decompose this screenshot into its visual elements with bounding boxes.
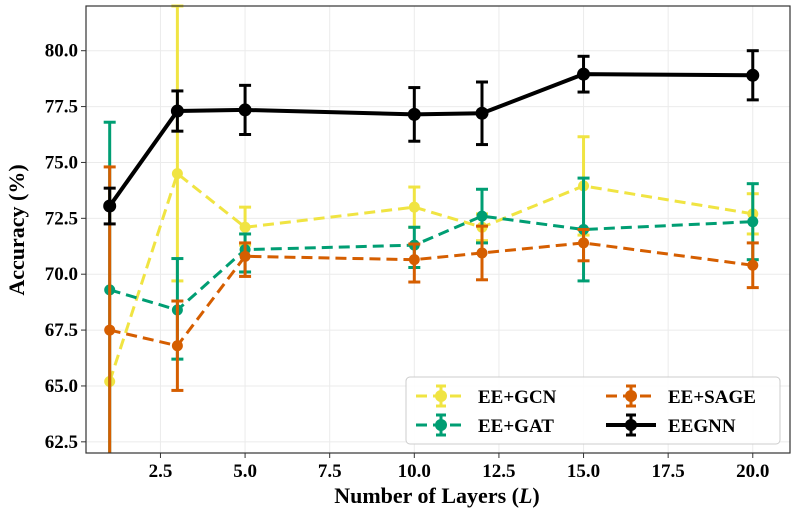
legend-item-ee-gcn: EE+GCN — [416, 384, 557, 408]
data-point — [577, 67, 591, 81]
y-tick-label: 80.0 — [45, 41, 78, 62]
y-tick-label: 70.0 — [45, 264, 78, 285]
y-axis-label: Accuracy (%) — [4, 164, 29, 295]
data-point — [104, 324, 116, 336]
plot-series — [103, 4, 760, 453]
legend-label: EEGNN — [668, 416, 736, 437]
data-point — [475, 106, 489, 120]
y-tick-label: 75.0 — [45, 152, 78, 173]
legend-item-ee-gat: EE+GAT — [416, 413, 554, 437]
x-tick-label: 15.0 — [567, 461, 600, 482]
data-point — [476, 247, 488, 259]
y-tick-label: 62.5 — [45, 432, 78, 453]
data-point — [746, 68, 760, 82]
series-eegnn — [103, 49, 760, 226]
legend-item-ee-sage: EE+SAGE — [606, 384, 756, 408]
data-point — [408, 201, 420, 213]
y-tick-label: 77.5 — [45, 97, 78, 118]
legend-item-eegnn: EEGNN — [606, 413, 736, 437]
data-point — [408, 254, 420, 266]
plot-frame — [85, 5, 791, 454]
x-tick-label: 17.5 — [652, 461, 685, 482]
data-point — [747, 259, 759, 271]
y-tick-label: 67.5 — [45, 320, 78, 341]
legend-marker — [625, 390, 637, 402]
legend-label: EE+GCN — [478, 387, 557, 408]
x-tick-label: 12.5 — [482, 461, 515, 482]
x-tick-label: 2.5 — [149, 461, 173, 482]
series-line-eegnn — [108, 72, 753, 208]
series-line-ee-gat — [109, 214, 753, 312]
x-axis-label: Number of Layers (L) — [334, 483, 540, 508]
y-tick-label: 65.0 — [45, 376, 78, 397]
data-point — [239, 221, 251, 233]
data-point — [407, 107, 421, 121]
data-point — [171, 340, 183, 352]
legend-marker — [435, 390, 447, 402]
axis-ticks: 2.5 5.0 7.5 10.0 12.5 15.0 17.5 20.0 62.5 65.0 67.… — [45, 41, 770, 482]
data-point — [238, 103, 252, 117]
legend-marker — [435, 419, 447, 431]
legend: EE+GCN EE+SAGE EE+GAT EEGNN — [405, 376, 781, 445]
legend-label: EE+GAT — [478, 416, 554, 437]
data-point — [103, 199, 117, 213]
data-point — [476, 210, 488, 222]
data-point — [170, 104, 184, 118]
x-tick-label: 10.0 — [398, 461, 431, 482]
data-point — [171, 168, 183, 180]
data-point — [578, 237, 590, 249]
x-tick-label: 20.0 — [736, 461, 769, 482]
legend-label: EE+SAGE — [668, 387, 756, 408]
data-point — [747, 216, 759, 228]
data-point — [239, 250, 251, 262]
series-line-ee-gcn — [108, 171, 754, 382]
x-tick-label: 7.5 — [318, 461, 342, 482]
x-tick-label: 5.0 — [233, 461, 257, 482]
legend-marker — [625, 419, 637, 431]
legend-box — [405, 376, 781, 445]
y-tick-label: 72.5 — [45, 208, 78, 229]
